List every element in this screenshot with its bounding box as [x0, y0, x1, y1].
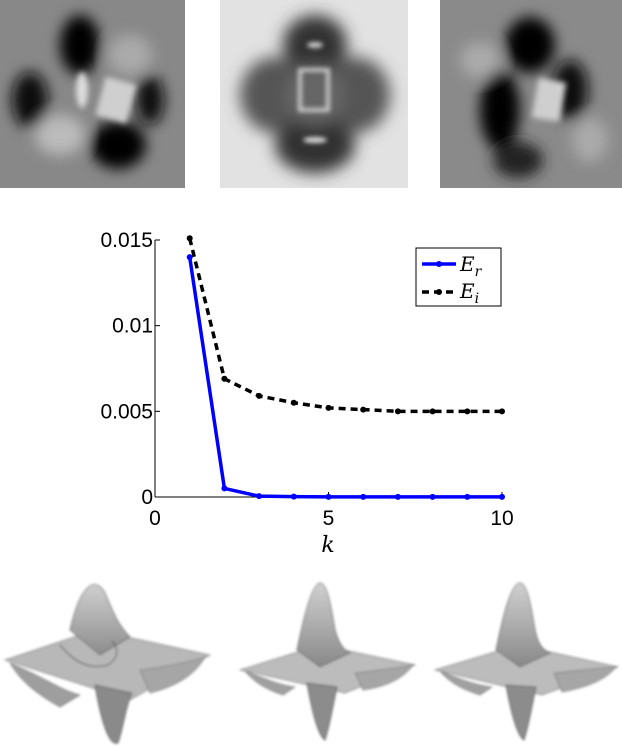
data-point-ei [360, 406, 367, 413]
legend-label-er: Er [459, 252, 483, 280]
data-point-er [429, 493, 436, 500]
x-tick-label: 0 [149, 507, 161, 530]
data-point-ei [499, 408, 505, 415]
data-point-er [360, 493, 367, 500]
y-tick-label: 0.01 [112, 315, 153, 338]
y-tick-label: 0 [141, 486, 153, 509]
data-point-er [256, 493, 263, 500]
y-tick-label: 0.015 [100, 229, 153, 252]
data-point-ei [394, 408, 401, 415]
data-point-er [186, 254, 193, 261]
y-tick-label: 0.005 [100, 400, 153, 423]
data-point-ei [221, 375, 228, 382]
data-point-ei [325, 404, 332, 411]
data-point-er [394, 493, 401, 500]
surface-plot-2 [238, 582, 417, 741]
legend-marker-er [436, 261, 442, 267]
data-point-er [325, 493, 332, 500]
series-line-ei [188, 237, 502, 414]
series-line-er [187, 256, 502, 499]
data-point-er [464, 493, 471, 500]
legend-label-ei: Ei [459, 279, 479, 307]
plot-area: 0 0.005 0.01 0.015 0 5 10 [100, 229, 513, 530]
x-axis-label: k [321, 533, 334, 558]
data-point-er [499, 493, 505, 500]
legend: Er Ei [415, 247, 502, 307]
data-point-er [290, 493, 297, 500]
data-point-ei [256, 392, 263, 399]
data-point-ei [429, 408, 436, 415]
data-point-ei [290, 399, 297, 406]
data-point-er [221, 485, 228, 492]
field-image-2 [220, 0, 408, 188]
surface-plot-1 [3, 584, 211, 744]
x-tick-label: 5 [323, 507, 335, 530]
data-point-ei [186, 235, 193, 242]
convergence-chart: 0 0.005 0.01 0.015 0 5 10 k Er Ei [100, 229, 513, 558]
field-image-1 [0, 0, 185, 188]
x-tick-label: 10 [490, 507, 513, 530]
field-image-3 [440, 0, 622, 188]
surface-plot-3 [433, 582, 620, 741]
data-point-ei [464, 408, 471, 415]
legend-marker-ei [436, 289, 442, 295]
legend-box [415, 247, 502, 307]
